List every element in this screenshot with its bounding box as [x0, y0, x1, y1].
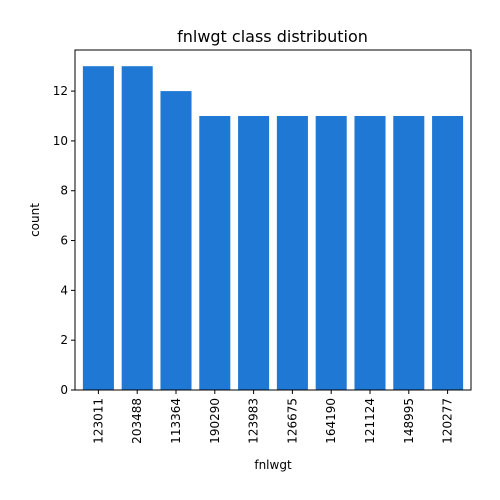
- bar-113364: [160, 91, 192, 390]
- y-tick-label: 12: [53, 84, 68, 98]
- y-axis-ticks: 0 2 4 6 8 10 12: [53, 84, 75, 397]
- y-tick-label: 2: [60, 333, 68, 347]
- bars-group: [82, 66, 464, 390]
- x-tick-label: 190290: [208, 398, 222, 444]
- x-tick-label: 203488: [130, 398, 144, 444]
- bar-148995: [393, 116, 425, 390]
- y-tick-label: 4: [60, 283, 68, 297]
- x-axis-ticks: 123011 203488 113364 190290 123983 126675 1641…: [91, 390, 455, 444]
- x-tick-label: 126675: [285, 398, 299, 444]
- x-tick-label: 113364: [169, 398, 183, 444]
- bar-126675: [276, 116, 308, 390]
- x-tick-label: 120277: [441, 398, 455, 444]
- bar-123011: [82, 66, 114, 390]
- y-tick-label: 8: [60, 184, 68, 198]
- x-tick-label: 123983: [247, 398, 261, 444]
- bar-203488: [121, 66, 153, 390]
- chart-title: fnlwgt class distribution: [177, 27, 368, 46]
- bar-190290: [199, 116, 231, 390]
- x-tick-label: 123011: [91, 398, 105, 444]
- x-axis-label: fnlwgt: [254, 458, 292, 472]
- x-tick-label: 148995: [402, 398, 416, 444]
- bar-121124: [354, 116, 386, 390]
- y-tick-label: 6: [60, 234, 68, 248]
- y-tick-label: 10: [53, 134, 68, 148]
- plot-frame: [74, 49, 472, 391]
- bar-164190: [315, 116, 347, 390]
- y-tick-label: 0: [60, 383, 68, 397]
- x-tick-label: 121124: [363, 398, 377, 444]
- y-axis-label: count: [28, 203, 42, 237]
- bar-120277: [432, 116, 464, 390]
- x-tick-label: 164190: [324, 398, 338, 444]
- bar-123983: [238, 116, 270, 390]
